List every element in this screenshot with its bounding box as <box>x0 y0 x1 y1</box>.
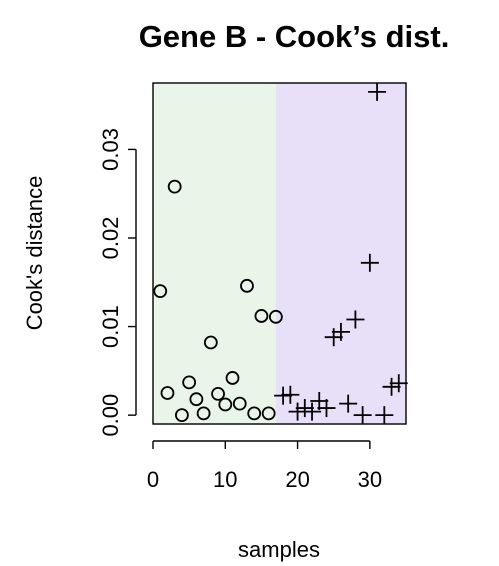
y-tick-label: 0.00 <box>98 394 123 437</box>
background-regions <box>153 83 406 424</box>
data-point-circle <box>153 284 168 299</box>
data-point-circle <box>189 392 204 407</box>
data-point-plus <box>339 394 358 413</box>
plot-frame <box>152 82 407 425</box>
x-tick-label: 20 <box>285 467 309 492</box>
data-point-circle <box>225 371 240 385</box>
data-point-circle <box>268 309 283 324</box>
data-point-plus <box>346 310 365 329</box>
data-point-circle <box>261 406 276 421</box>
chart-title: Gene B - Cook’s dist. <box>139 19 450 54</box>
data-point-plus <box>295 399 314 418</box>
data-point-circle <box>203 335 218 350</box>
data-point-plus <box>382 377 401 396</box>
data-point-plus <box>360 253 379 272</box>
region-1 <box>153 83 276 424</box>
x-axis: 0 10 20 30 <box>147 440 382 492</box>
y-tick-label: 0.03 <box>98 128 123 171</box>
data-point-circle <box>232 396 247 411</box>
data-point-plus <box>375 406 394 425</box>
data-point-plus <box>281 385 300 404</box>
data-point-plus <box>389 374 408 393</box>
data-point-circle <box>211 386 225 401</box>
data-points <box>153 82 408 425</box>
y-tick-label: 0.01 <box>98 305 123 348</box>
data-point-plus <box>368 82 387 101</box>
y-tick-label: 0.02 <box>98 217 123 260</box>
region-2 <box>275 83 406 424</box>
data-point-plus <box>303 402 322 421</box>
data-point-circle <box>218 397 233 412</box>
y-axis: 0.00 0.01 0.02 0.03 <box>98 128 137 437</box>
data-point-circle <box>240 278 254 293</box>
data-point-circle <box>160 386 175 400</box>
data-point-circle <box>247 406 262 421</box>
x-axis-label: samples <box>238 537 320 562</box>
data-point-circle <box>254 309 269 323</box>
data-point-plus <box>310 391 329 410</box>
data-point-circle <box>167 179 182 194</box>
x-tick-label: 0 <box>147 467 159 492</box>
data-point-plus <box>331 322 350 341</box>
data-point-plus <box>317 399 336 418</box>
x-tick-label: 10 <box>213 467 237 492</box>
x-tick-label: 30 <box>358 467 382 492</box>
y-axis-label: Cook's distance <box>22 176 47 331</box>
data-point-plus <box>353 406 372 425</box>
data-point-circle <box>175 408 189 423</box>
data-point-circle <box>182 375 197 390</box>
data-point-circle <box>196 406 211 421</box>
